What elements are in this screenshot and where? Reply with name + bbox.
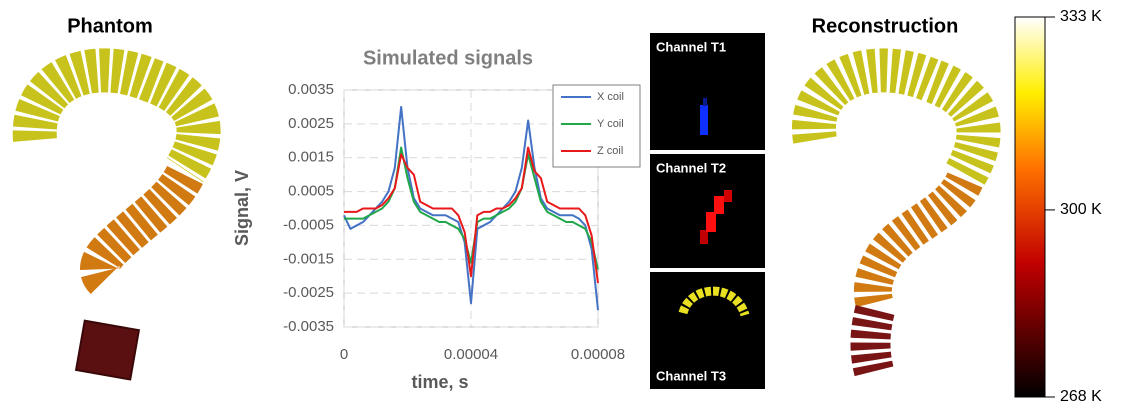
y-tick-label: -0.0005	[283, 216, 334, 233]
colorbar-label: 268 K	[1060, 388, 1102, 405]
legend-label: X coil	[597, 91, 624, 103]
series-line	[343, 105, 599, 311]
legend-label: Y coil	[597, 118, 624, 130]
y-tick-label: -0.0025	[283, 284, 334, 301]
phantom-title: Phantom	[67, 15, 153, 37]
channel-label: Channel T2	[656, 160, 726, 175]
legend-box	[552, 84, 641, 168]
colorbar	[1014, 16, 1046, 398]
phantom-image	[12, 48, 221, 381]
y-tick-label: 0.0015	[288, 149, 334, 166]
channel-label: Channel T3	[656, 368, 726, 383]
chart-title: Simulated signals	[363, 47, 533, 69]
x-axis-label: time, s	[411, 372, 468, 392]
x-tick-label: 0.00008	[571, 346, 625, 363]
series-line	[344, 146, 599, 270]
reconstruction-title: Reconstruction	[812, 15, 959, 37]
series-line	[344, 146, 599, 284]
legend-label: Z coil	[597, 145, 623, 157]
y-tick-label: -0.0035	[283, 318, 334, 335]
y-tick-label: 0.0035	[288, 81, 334, 98]
channel-image	[678, 98, 750, 317]
channel-panel	[650, 154, 765, 268]
x-tick-label: 0	[340, 346, 348, 363]
x-tick-label: 0.00004	[444, 346, 498, 363]
channel-label: Channel T1	[656, 39, 726, 54]
y-tick-label: -0.0015	[283, 250, 334, 267]
colorbar-label: 300 K	[1060, 201, 1102, 218]
reconstruction-image	[792, 48, 1001, 381]
colorbar-label: 333 K	[1060, 8, 1102, 25]
y-axis-label: Signal, V	[232, 170, 252, 246]
y-tick-label: 0.0025	[288, 115, 334, 132]
y-tick-label: 0.0005	[288, 183, 334, 200]
